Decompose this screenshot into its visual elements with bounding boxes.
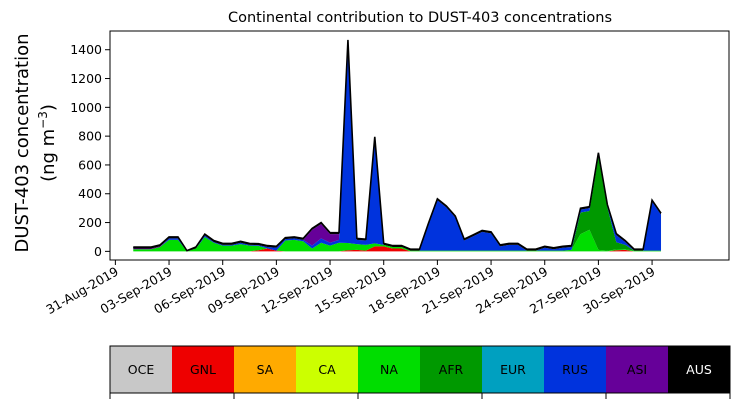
total-outline	[133, 39, 662, 252]
area-series-gnl	[133, 246, 662, 252]
legend-label-asi: ASI	[627, 362, 647, 377]
y-tick-label: 200	[78, 215, 102, 230]
legend-label-gnl: GNL	[190, 362, 216, 377]
y-tick-label: 400	[78, 186, 102, 201]
legend-swatch-na	[358, 346, 421, 393]
y-tick-label: 800	[78, 129, 102, 144]
legend-label-na: NA	[380, 362, 398, 377]
legend-label-afr: AFR	[439, 362, 464, 377]
legend-swatch-oce	[110, 346, 173, 393]
legend-frame	[109, 345, 731, 394]
legend-swatch-rus	[544, 346, 607, 393]
y-axis-unit-label: (ng m−3)	[36, 104, 59, 182]
y-tick-label: 1000	[70, 100, 102, 115]
legend-label-oce: OCE	[128, 362, 155, 377]
legend-swatch-asi	[606, 346, 669, 393]
legend-swatch-eur	[482, 346, 545, 393]
y-tick-label: 0	[94, 244, 102, 259]
legend-label-rus: RUS	[562, 362, 588, 377]
legend-label-ca: CA	[318, 362, 336, 377]
y-tick-label: 600	[78, 157, 102, 172]
y-axis-ticks: 0 200 400 600 800 1000 1200 1400	[70, 42, 110, 259]
legend-label-aus: AUS	[686, 362, 712, 377]
legend-swatch-afr	[420, 346, 483, 393]
stacked-area-series	[133, 39, 662, 252]
area-series-afr	[133, 156, 662, 252]
y-axis-label: DUST-403 concentration	[12, 33, 33, 252]
chart-title: Continental contribution to DUST-403 con…	[228, 10, 612, 26]
legend-label-eur: EUR	[500, 362, 526, 377]
plot-frame	[109, 30, 730, 261]
legend-swatch-aus	[668, 346, 731, 393]
x-axis-ticks: 31-Aug-201903-Sep-201906-Sep-201909-Sep-…	[43, 260, 658, 317]
legend-label-sa: SA	[257, 362, 274, 377]
y-tick-label: 1400	[70, 42, 102, 57]
legend-swatch-gnl	[172, 346, 235, 393]
legend-swatch-ca	[296, 346, 359, 393]
y-tick-label: 1200	[70, 71, 102, 86]
legend-swatch-sa	[234, 346, 297, 393]
legend: OCE GNL SA CA NA AFR EUR RUS ASI AUS	[109, 345, 731, 399]
